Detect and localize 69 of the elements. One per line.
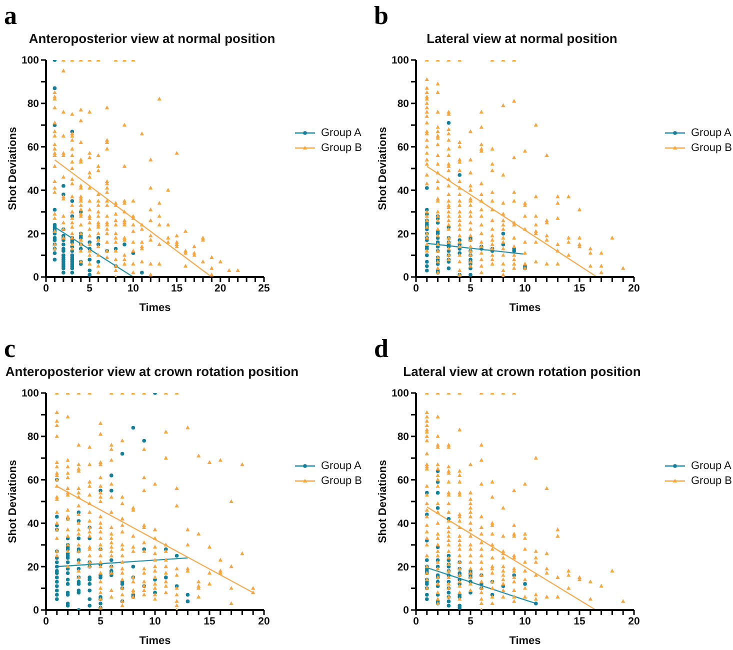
x-axis-title: Times	[509, 302, 541, 314]
text: a	[4, 1, 17, 31]
legend-label: Group A	[321, 126, 362, 139]
text: b	[374, 1, 388, 31]
x-tick-label: 20	[214, 282, 226, 294]
chart-title: Lateral view at normal position	[426, 31, 618, 47]
y-tick-label: 40	[27, 184, 40, 197]
y-tick-label: 100	[391, 388, 410, 400]
y-tick-label: 100	[21, 54, 40, 67]
y-tick-label: 0	[403, 272, 410, 284]
legend-label: Group B	[321, 142, 362, 154]
y-tick-label: 60	[397, 142, 410, 154]
x-tick-label: 20	[258, 615, 270, 628]
x-tick-label: 15	[170, 282, 183, 294]
x-tick-label: 5	[98, 615, 104, 628]
x-tick-label: 10	[519, 282, 531, 294]
y-tick-label: 80	[27, 431, 40, 444]
y-axis-title: Shot Deviations	[6, 126, 19, 210]
text: c	[4, 334, 16, 364]
y-axis-title: Shot Deviations	[376, 460, 389, 544]
x-tick-label: 15	[574, 282, 586, 294]
x-tick-label: 0	[413, 615, 420, 628]
x-tick-label: 5	[468, 615, 474, 628]
x-axis-title: Times	[139, 302, 171, 314]
x-tick-label: 15	[204, 615, 216, 628]
x-tick-label: 20	[628, 282, 640, 294]
y-axis-title: Shot Deviations	[376, 126, 389, 210]
y-tick-label: 80	[397, 98, 410, 110]
x-tick-label: 10	[127, 282, 140, 294]
x-tick-label: 15	[574, 615, 586, 628]
x-tick-label: 10	[149, 615, 161, 628]
chart-title: Anteroposterior view at crown rotation position	[4, 364, 300, 380]
y-tick-label: 100	[21, 388, 40, 400]
y-tick-label: 20	[27, 228, 40, 240]
x-tick-label: 25	[258, 282, 270, 294]
y-tick-label: 40	[397, 184, 410, 197]
y-tick-label: 80	[27, 98, 40, 110]
y-axis-title: Shot Deviations	[6, 460, 19, 544]
y-tick-label: 40	[397, 518, 410, 530]
y-tick-label: 20	[27, 561, 40, 574]
y-tick-label: 20	[397, 561, 410, 574]
chart-title: Lateral view at crown rotation position	[402, 364, 642, 380]
legend-label: Group B	[691, 474, 732, 487]
y-tick-label: 40	[27, 518, 40, 530]
legend-label: Group A	[321, 460, 362, 472]
y-tick-label: 100	[391, 54, 410, 67]
y-tick-label: 0	[33, 272, 40, 284]
y-tick-label: 80	[397, 431, 410, 444]
chart-title: Anteroposterior view at normal position	[28, 31, 276, 47]
y-tick-label: 0	[403, 604, 410, 617]
x-tick-label: 0	[43, 282, 50, 294]
x-tick-label: 5	[468, 282, 474, 294]
y-tick-label: 20	[397, 228, 410, 240]
x-tick-label: 5	[86, 282, 93, 294]
x-tick-label: 0	[413, 282, 420, 294]
x-axis-title: Times	[139, 635, 171, 647]
x-tick-label: 20	[628, 615, 640, 628]
legend-label: Group B	[321, 474, 362, 487]
x-tick-label: 0	[43, 615, 50, 628]
y-tick-label: 60	[27, 142, 40, 154]
legend-label: Group A	[691, 126, 732, 139]
legend-label: Group A	[691, 460, 732, 472]
y-tick-label: 60	[27, 474, 40, 487]
y-tick-label: 60	[397, 474, 410, 487]
text: d	[374, 334, 388, 364]
y-tick-label: 0	[33, 604, 40, 617]
x-axis-title: Times	[509, 635, 541, 647]
x-tick-label: 10	[519, 615, 531, 628]
legend-label: Group B	[691, 142, 732, 154]
